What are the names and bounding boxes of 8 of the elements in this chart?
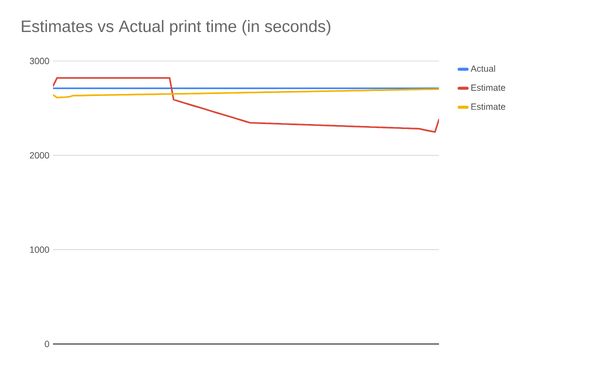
y-tick-label: 3000 — [30, 58, 50, 64]
y-tick-label: 2000 — [30, 152, 50, 159]
legend-label: Estimate — [471, 103, 506, 110]
legend-label: Actual — [470, 65, 496, 72]
legend-label: Estimate — [471, 84, 506, 91]
y-tick-label: 0 — [44, 340, 50, 348]
chart-title: Estimates vs Actual print time (in seconds) — [22, 20, 330, 36]
y-tick-label: 1000 — [30, 246, 50, 253]
